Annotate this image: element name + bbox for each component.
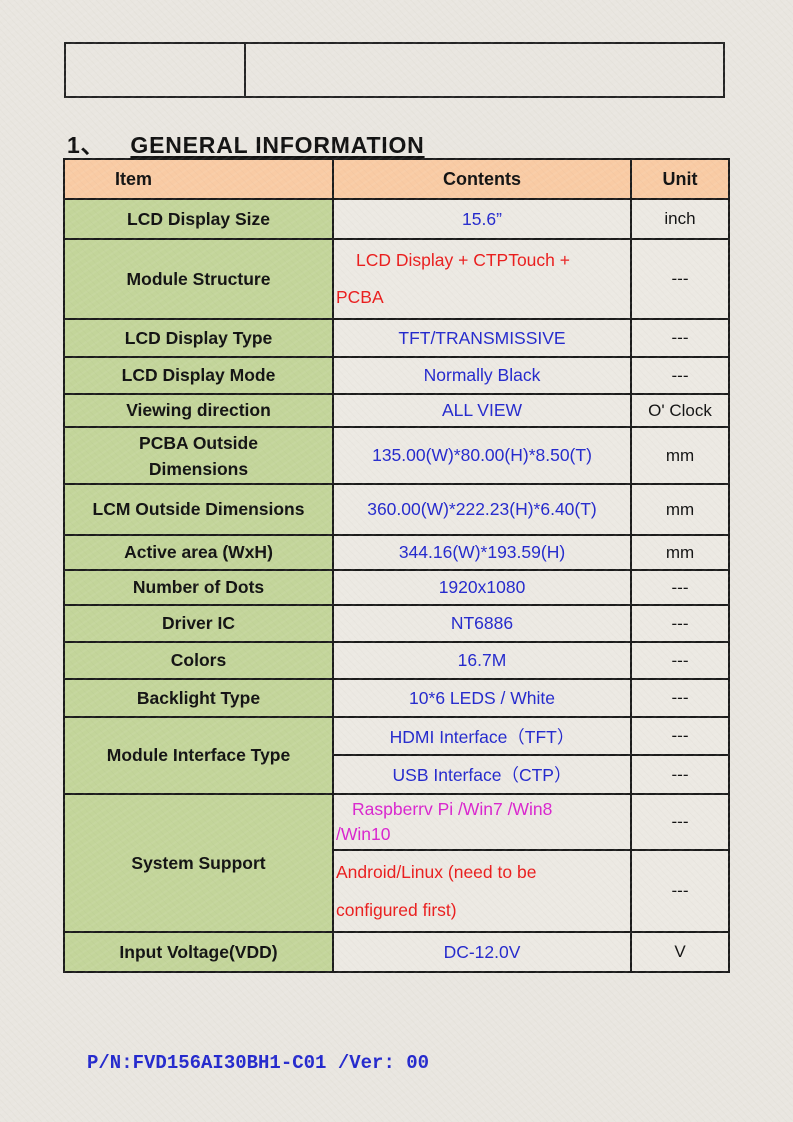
contents-cell: 344.16(W)*193.59(H) — [332, 534, 632, 571]
item-cell: Viewing direction — [63, 393, 334, 428]
contents-cell: Android/Linux (need to be configured fir… — [332, 849, 632, 933]
unit-cell: --- — [630, 678, 730, 718]
table-row-lcd-display-size: LCD Display Size 15.6” inch — [63, 198, 730, 240]
item-cell: LCD Display Mode — [63, 356, 334, 395]
contents-cell: DC-12.0V — [332, 931, 632, 973]
unit-cell: --- — [630, 849, 730, 933]
table-row-driver-ic: Driver IC NT6886 --- — [63, 604, 730, 643]
title-block-left-cell — [64, 42, 246, 98]
item-cell: LCM Outside Dimensions — [63, 483, 334, 536]
section-number: 1、 — [67, 132, 105, 158]
contents-cell: 135.00(W)*80.00(H)*8.50(T) — [332, 426, 632, 485]
column-header-contents: Contents — [332, 158, 632, 200]
item-line: PCBA Outside — [139, 432, 258, 453]
unit-cell: mm — [630, 426, 730, 485]
contents-cell: 360.00(W)*222.23(H)*6.40(T) — [332, 483, 632, 536]
unit-cell: --- — [630, 238, 730, 320]
unit-cell: --- — [630, 716, 730, 756]
table-row-colors: Colors 16.7M --- — [63, 641, 730, 680]
contents-cell: 15.6” — [332, 198, 632, 240]
contents-line: PCBA — [336, 287, 384, 307]
section-title-text: GENERAL INFORMATION — [130, 132, 425, 158]
table-header-row: Item Contents Unit — [63, 158, 730, 200]
part-number-footer: P/N:FVD156AI30BH1-C01 /Ver: 00 — [87, 1052, 430, 1074]
unit-cell: --- — [630, 569, 730, 606]
unit-cell: V — [630, 931, 730, 973]
table-row-system-support-android: Android/Linux (need to be configured fir… — [64, 849, 730, 933]
table-row-backlight-type: Backlight Type 10*6 LEDS / White --- — [63, 678, 730, 718]
item-cell: Colors — [63, 641, 334, 680]
table-row-active-area: Active area (WxH) 344.16(W)*193.59(H) mm — [63, 534, 730, 571]
item-cell: Module Interface Type — [63, 716, 334, 795]
title-block-row — [64, 42, 725, 98]
unit-cell: --- — [630, 754, 730, 795]
section-title: 1、 GENERAL INFORMATION — [67, 126, 425, 160]
contents-cell: 1920x1080 — [332, 569, 632, 606]
table-row-module-structure: Module Structure LCD Display + CTPTouch … — [63, 238, 730, 320]
title-block-box — [64, 42, 725, 98]
item-cell: Active area (WxH) — [63, 534, 334, 571]
item-cell: Backlight Type — [63, 678, 334, 718]
item-line: Dimensions — [148, 458, 249, 479]
title-block-right-cell — [244, 42, 725, 98]
unit-cell: --- — [630, 641, 730, 680]
contents-cell: Normally Black — [332, 356, 632, 395]
unit-cell: mm — [630, 483, 730, 536]
table-row-number-of-dots: Number of Dots 1920x1080 --- — [63, 569, 730, 606]
table-row-module-interface-usb: USB Interface（CTP） --- — [64, 754, 730, 795]
item-cell: System Support — [63, 793, 334, 933]
unit-cell: inch — [630, 198, 730, 240]
contents-line: Android/Linux (need to be — [336, 862, 537, 882]
contents-line: configured first) — [336, 900, 457, 920]
table-row-lcd-display-mode: LCD Display Mode Normally Black --- — [63, 356, 730, 395]
column-header-item: Item — [63, 158, 334, 200]
item-cell: PCBA Outside Dimensions — [63, 426, 334, 485]
contents-line: Raspberrv Pi /Win7 /Win8 — [352, 799, 553, 819]
contents-cell: 10*6 LEDS / White — [332, 678, 632, 718]
contents-cell: TFT/TRANSMISSIVE — [332, 318, 632, 358]
unit-cell: --- — [630, 793, 730, 851]
contents-cell: LCD Display + CTPTouch + PCBA — [332, 238, 632, 320]
unit-cell: --- — [630, 604, 730, 643]
table-row-viewing-direction: Viewing direction ALL VIEW O' Clock — [63, 393, 730, 428]
general-information-table: Item Contents Unit LCD Display Size 15.6… — [63, 158, 730, 973]
table-row-system-support-windows: System Support Raspberrv Pi /Win7 /Win8 … — [63, 793, 730, 933]
contents-cell: 16.7M — [332, 641, 632, 680]
item-cell: Module Structure — [63, 238, 334, 320]
item-cell: Number of Dots — [63, 569, 334, 606]
item-cell: Input Voltage(VDD) — [63, 931, 334, 973]
contents-cell: USB Interface（CTP） — [332, 754, 632, 795]
item-cell: LCD Display Type — [63, 318, 334, 358]
contents-cell: Raspberrv Pi /Win7 /Win8 /Win10 — [332, 793, 632, 851]
unit-cell: --- — [630, 318, 730, 358]
item-cell: Driver IC — [63, 604, 334, 643]
unit-cell: O' Clock — [630, 393, 730, 428]
contents-cell: HDMI Interface（TFT） — [332, 716, 632, 756]
table-row-module-interface-hdmi: Module Interface Type HDMI Interface（TFT… — [63, 716, 730, 795]
unit-cell: mm — [630, 534, 730, 571]
table-row-pcba-outside-dimensions: PCBA Outside Dimensions 135.00(W)*80.00(… — [63, 426, 730, 485]
contents-line: LCD Display + CTPTouch + — [356, 250, 570, 270]
table-row-lcd-display-type: LCD Display Type TFT/TRANSMISSIVE --- — [63, 318, 730, 358]
contents-cell: NT6886 — [332, 604, 632, 643]
contents-cell: ALL VIEW — [332, 393, 632, 428]
item-cell: LCD Display Size — [63, 198, 334, 240]
contents-line: /Win10 — [336, 824, 391, 844]
table-row-lcm-outside-dimensions: LCM Outside Dimensions 360.00(W)*222.23(… — [63, 483, 730, 536]
table-row-input-voltage: Input Voltage(VDD) DC-12.0V V — [63, 931, 730, 973]
column-header-unit: Unit — [630, 158, 730, 200]
unit-cell: --- — [630, 356, 730, 395]
